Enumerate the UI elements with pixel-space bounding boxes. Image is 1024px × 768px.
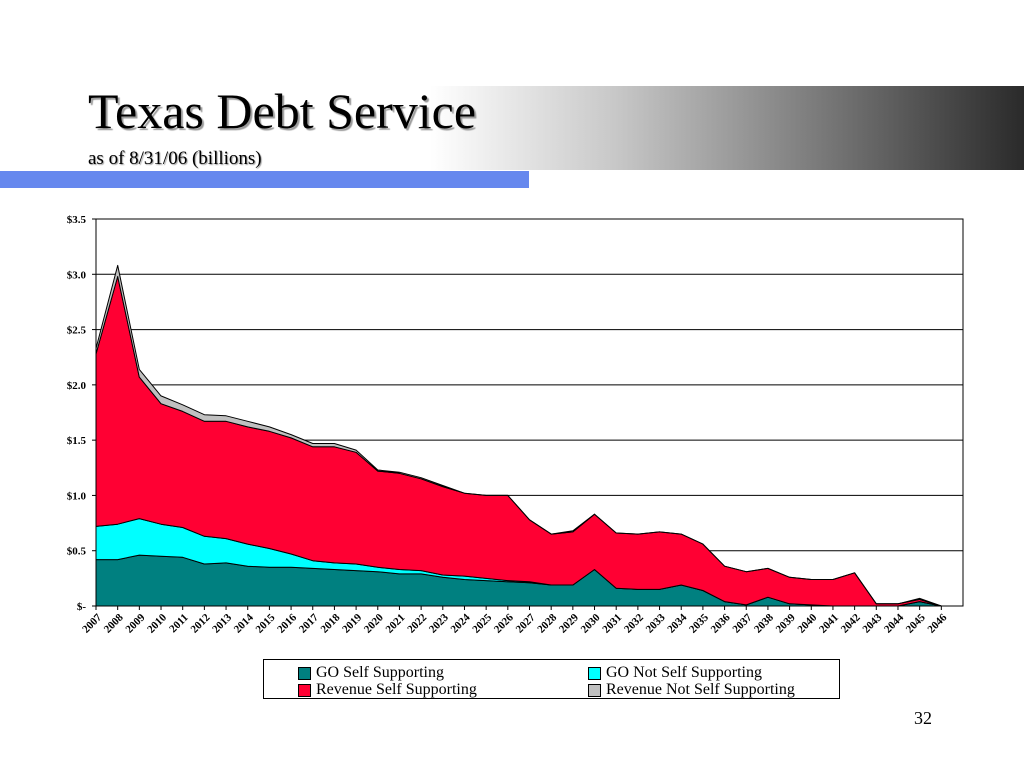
xtick-label: 2036: [709, 611, 733, 635]
legend-item-rev-not-self: Revenue Not Self Supporting: [588, 682, 795, 698]
xtick-label: 2024: [449, 611, 473, 635]
xtick-label: 2044: [882, 611, 906, 635]
xtick-label: 2017: [297, 611, 321, 635]
ytick-label: $3.0: [67, 269, 87, 281]
slide-title: Texas Debt Service: [88, 83, 477, 139]
header-accent-band: [0, 171, 529, 188]
legend-item-go-self: GO Self Supporting: [298, 665, 444, 681]
xtick-label: 2037: [730, 611, 754, 635]
xtick-label: 2042: [839, 611, 863, 635]
xtick-label: 2030: [579, 611, 603, 635]
legend-label-go-not-self: GO Not Self Supporting: [606, 664, 762, 681]
xtick-label: 2012: [188, 611, 212, 635]
xtick-label: 2019: [340, 611, 364, 635]
ytick-label: $2.0: [67, 380, 87, 392]
xtick-label: 2016: [275, 611, 299, 635]
slide-subtitle: as of 8/31/06 (billions): [88, 148, 262, 169]
legend-label-go-self: GO Self Supporting: [316, 664, 444, 681]
xtick-label: 2018: [319, 611, 343, 635]
xtick-label: 2026: [492, 611, 516, 635]
legend-item-go-not-self: GO Not Self Supporting: [588, 665, 762, 681]
page-number: 32: [914, 708, 932, 728]
xtick-label: 2020: [362, 611, 386, 635]
legend-swatch-rev-not-self: [588, 683, 601, 697]
xtick-label: 2031: [600, 612, 624, 636]
area-series-revenue-not-self-supporting: [95, 264, 942, 607]
ytick-label: $2.5: [67, 325, 87, 337]
xtick-label: 2029: [557, 611, 581, 635]
legend-label-rev-not-self: Revenue Not Self Supporting: [606, 681, 795, 698]
legend-swatch-rev-self: [298, 683, 311, 697]
xtick-label: 2028: [535, 611, 559, 635]
legend-item-rev-self: Revenue Self Supporting: [298, 682, 477, 698]
xtick-label: 2011: [167, 612, 191, 636]
legend-swatch-go-not-self: [588, 666, 601, 680]
xtick-label: 2040: [795, 611, 819, 635]
xtick-label: 2009: [123, 611, 147, 635]
ytick-label: $0.5: [67, 546, 87, 558]
xtick-label: 2013: [210, 611, 234, 635]
ytick-label: $1.0: [67, 490, 87, 502]
xtick-label: 2035: [687, 611, 711, 635]
xtick-label: 2027: [514, 611, 538, 635]
xtick-label: 2014: [232, 611, 256, 635]
xtick-label: 2015: [253, 611, 277, 635]
xtick-label: 2010: [145, 611, 169, 635]
xtick-label: 2007: [80, 611, 104, 635]
xtick-label: 2038: [752, 611, 776, 635]
xtick-label: 2023: [427, 611, 451, 635]
xtick-label: 2041: [817, 612, 841, 636]
xtick-label: 2022: [405, 611, 429, 635]
xtick-label: 2008: [102, 611, 126, 635]
header-gradient-bar: [0, 86, 1024, 170]
xtick-label: 2025: [470, 611, 494, 635]
xtick-label: 2043: [860, 611, 884, 635]
xtick-label: 2046: [925, 611, 949, 635]
legend-label-rev-self: Revenue Self Supporting: [316, 681, 477, 698]
xtick-label: 2032: [622, 611, 646, 635]
xtick-label: 2039: [774, 611, 798, 635]
ytick-label: $-: [77, 601, 87, 613]
xtick-label: 2033: [644, 611, 668, 635]
ytick-label: $3.5: [67, 214, 87, 226]
xtick-label: 2034: [665, 611, 689, 635]
legend-swatch-go-self: [298, 666, 311, 680]
ytick-label: $1.5: [67, 435, 87, 447]
xtick-label: 2021: [384, 612, 408, 636]
chart-legend: GO Self Supporting GO Not Self Supportin…: [263, 659, 840, 699]
xtick-label: 2045: [904, 611, 928, 635]
